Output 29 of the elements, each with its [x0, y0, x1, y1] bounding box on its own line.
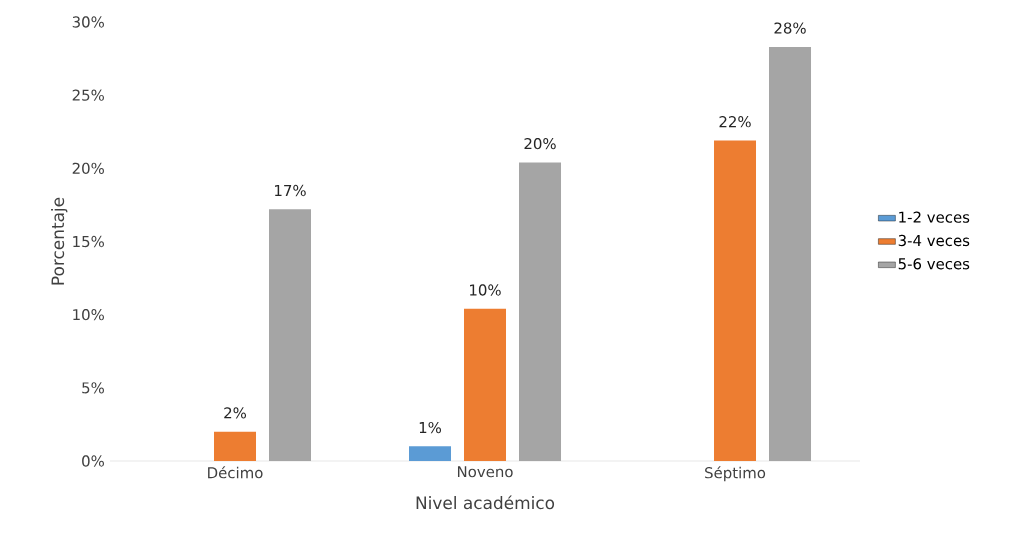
- bar: [769, 46, 812, 461]
- legend-label: 1-2 veces: [899, 211, 970, 223]
- data-label: 2%: [224, 407, 247, 419]
- legend-label: 5-6 veces: [898, 258, 970, 270]
- y-tick-label: 0%: [82, 455, 104, 467]
- data-label: 28%: [774, 22, 806, 34]
- x-axis-title: Nivel académico: [416, 495, 555, 510]
- bar: [409, 446, 451, 461]
- x-tick-label: Séptimo: [705, 466, 766, 482]
- y-tick-label: 30%: [72, 16, 104, 28]
- data-label: 10%: [470, 284, 501, 296]
- x-tick-label: Décimo: [208, 466, 263, 479]
- y-tick-label: 5%: [82, 382, 104, 394]
- y-tick-label: 15%: [73, 235, 104, 248]
- bar: [714, 140, 757, 461]
- y-axis-title: Porcentaje: [51, 197, 68, 285]
- bar: [214, 431, 256, 461]
- legend-label: 3-4 veces: [898, 234, 970, 247]
- data-label: 17%: [275, 184, 306, 197]
- bar: [519, 162, 562, 461]
- bar: [269, 209, 311, 461]
- bar: [464, 308, 506, 461]
- y-tick-label: 20%: [72, 162, 104, 174]
- data-label: 20%: [524, 137, 556, 150]
- x-tick-label: Noveno: [457, 466, 513, 478]
- y-tick-label: 25%: [72, 89, 104, 101]
- y-tick-label: 10%: [73, 309, 104, 321]
- data-label: 22%: [719, 116, 751, 128]
- data-label: 1%: [419, 421, 442, 434]
